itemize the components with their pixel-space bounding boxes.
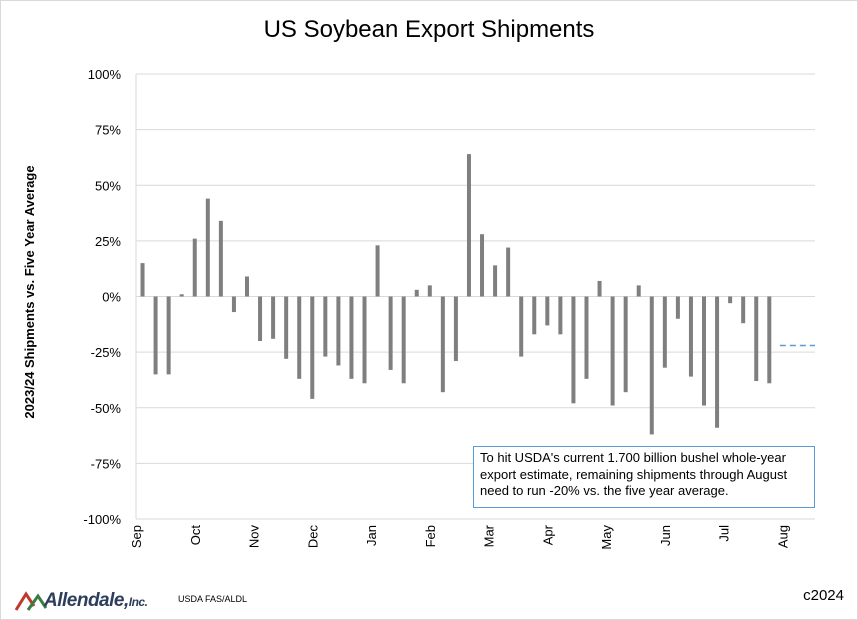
bar <box>545 296 550 326</box>
y-tick-label: 50% <box>95 178 121 193</box>
bar <box>284 296 289 359</box>
bar <box>584 296 589 379</box>
y-tick-label: -25% <box>91 345 122 360</box>
y-tick-label: 75% <box>95 123 121 138</box>
bar <box>480 234 485 297</box>
bar <box>336 296 341 366</box>
company-logo: Allendale,Inc. <box>14 585 174 615</box>
bar <box>623 296 628 393</box>
bar <box>453 296 458 362</box>
annotation-box: To hit USDA's current 1.700 billion bush… <box>473 446 815 508</box>
x-tick-label: Sep <box>129 525 144 548</box>
y-tick-label: -75% <box>91 456 122 471</box>
bar <box>362 296 367 384</box>
y-tick-label: 100% <box>88 67 122 82</box>
bar <box>388 296 393 370</box>
gridlines <box>135 73 815 520</box>
bar <box>558 296 563 335</box>
y-tick-label: -50% <box>91 401 122 416</box>
bar <box>271 296 276 339</box>
bar <box>597 280 602 297</box>
x-tick-label: May <box>599 525 614 550</box>
bar <box>519 296 524 357</box>
bar <box>506 247 511 297</box>
bar <box>493 265 498 297</box>
bar <box>414 289 419 297</box>
bar <box>675 296 680 319</box>
bar <box>192 238 197 297</box>
logo-mark-icon <box>14 591 48 611</box>
x-tick-label: Aug <box>775 525 790 548</box>
bar <box>715 296 720 428</box>
x-tick-label: Oct <box>188 525 203 546</box>
bar <box>140 263 145 297</box>
bar <box>179 294 184 297</box>
bar <box>205 198 210 297</box>
chart-title: US Soybean Export Shipments <box>263 16 595 43</box>
bar <box>571 296 576 404</box>
x-tick-label: Dec <box>305 525 320 549</box>
y-tick-label: 0% <box>102 290 121 305</box>
bar <box>297 296 302 379</box>
bar <box>375 245 380 297</box>
bar <box>532 296 537 335</box>
bar <box>323 296 328 357</box>
x-tick-label: Apr <box>540 524 555 545</box>
bar <box>688 296 693 377</box>
bar <box>728 296 733 304</box>
bar <box>166 296 171 375</box>
bar <box>310 296 315 399</box>
x-tick-label: Mar <box>482 524 497 547</box>
bar <box>466 154 471 297</box>
bar <box>702 296 707 406</box>
x-tick-label: Jun <box>658 525 673 546</box>
x-tick-label: Jan <box>364 525 379 546</box>
x-tick-label: Nov <box>247 525 262 549</box>
bar <box>610 296 615 406</box>
bar <box>218 220 223 297</box>
bar <box>349 296 354 379</box>
bar <box>662 296 667 368</box>
bars <box>140 154 772 435</box>
bar <box>649 296 654 435</box>
bar <box>427 285 432 297</box>
bar <box>440 296 445 393</box>
bar <box>231 296 236 313</box>
bar <box>754 296 759 382</box>
bar <box>244 276 249 297</box>
copyright-note: c2024 <box>803 587 844 604</box>
bar <box>767 296 772 384</box>
logo-text: Allendale, <box>44 590 129 611</box>
y-tick-label: 25% <box>95 234 121 249</box>
x-tick-label: Feb <box>423 525 438 547</box>
y-tick-label: -100% <box>83 512 121 527</box>
y-tick-labels: -100% -75% -50% -25% 0% 25% 50% 75% 100% <box>83 67 121 527</box>
logo-suffix: Inc. <box>128 595 148 609</box>
bar <box>741 296 746 324</box>
bar <box>636 285 641 297</box>
source-note: USDA FAS/ALDL <box>178 594 248 604</box>
bar <box>258 296 263 341</box>
bar <box>153 296 158 375</box>
x-tick-labels: Sep Oct Nov Dec Jan Feb Mar Apr May Jun Jul Aug <box>129 524 790 549</box>
x-tick-label: Jul <box>717 525 732 542</box>
bar <box>401 296 406 384</box>
